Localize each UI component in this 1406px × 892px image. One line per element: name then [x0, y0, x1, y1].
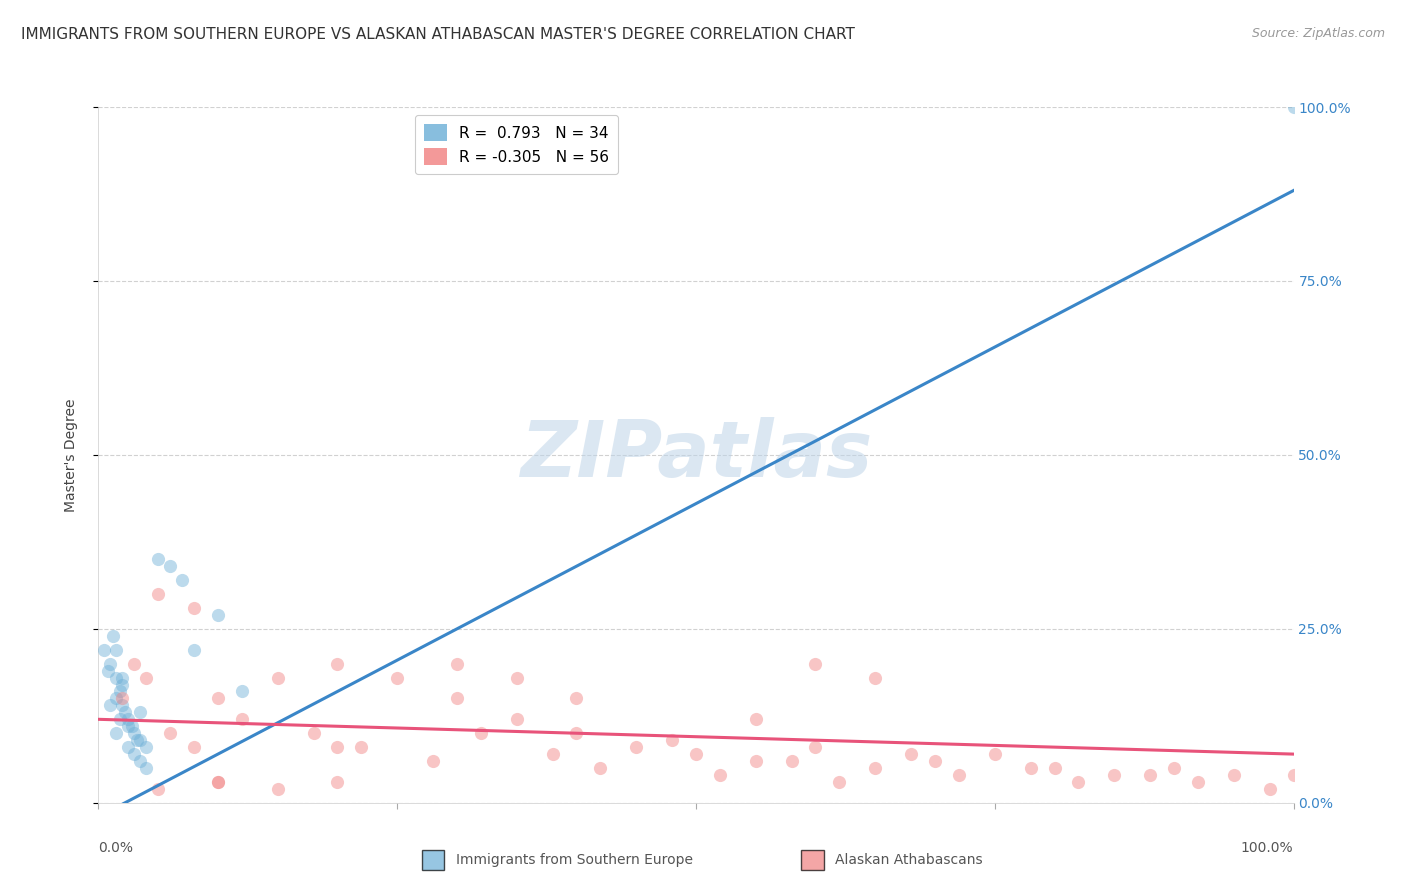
Point — [129, 733, 152, 747]
Point — [172, 573, 194, 587]
Point — [231, 712, 253, 726]
Point — [93, 642, 115, 657]
Point — [446, 691, 468, 706]
Point — [661, 733, 683, 747]
Point — [326, 657, 349, 671]
Point — [111, 671, 134, 685]
Point — [709, 768, 731, 782]
Point — [541, 747, 564, 761]
Point — [1019, 761, 1042, 775]
Point — [117, 712, 139, 726]
Point — [863, 671, 887, 685]
Point — [804, 740, 827, 755]
Point — [101, 629, 124, 643]
Text: Immigrants from Southern Europe: Immigrants from Southern Europe — [456, 853, 693, 867]
Point — [1187, 775, 1209, 789]
Point — [135, 740, 157, 755]
Point — [129, 754, 152, 768]
Point — [97, 664, 120, 678]
Point — [326, 775, 349, 789]
Point — [148, 552, 170, 566]
Point — [302, 726, 325, 740]
Point — [1102, 768, 1125, 782]
Point — [183, 740, 205, 755]
Point — [565, 691, 588, 706]
Point — [231, 684, 253, 698]
Point — [1067, 775, 1090, 789]
Point — [108, 712, 131, 726]
Point — [745, 712, 768, 726]
Point — [183, 601, 205, 615]
Point — [924, 754, 946, 768]
Point — [900, 747, 922, 761]
Point — [828, 775, 851, 789]
Point — [1258, 781, 1281, 796]
Point — [159, 559, 181, 574]
Point — [506, 712, 529, 726]
Point — [114, 706, 136, 720]
Point — [267, 781, 290, 796]
Point — [506, 671, 529, 685]
Point — [111, 691, 134, 706]
Text: Source: ZipAtlas.com: Source: ZipAtlas.com — [1251, 27, 1385, 40]
Point — [135, 671, 157, 685]
Point — [745, 754, 768, 768]
Point — [105, 691, 128, 706]
Text: IMMIGRANTS FROM SOUTHERN EUROPE VS ALASKAN ATHABASCAN MASTER'S DEGREE CORRELATIO: IMMIGRANTS FROM SOUTHERN EUROPE VS ALASK… — [21, 27, 855, 42]
Point — [98, 657, 122, 671]
Point — [207, 691, 229, 706]
Point — [207, 607, 229, 622]
Point — [105, 642, 128, 657]
Point — [565, 726, 588, 740]
Point — [183, 642, 205, 657]
Legend: R =  0.793   N = 34, R = -0.305   N = 56: R = 0.793 N = 34, R = -0.305 N = 56 — [415, 115, 619, 175]
Point — [207, 775, 229, 789]
Text: 100.0%: 100.0% — [1241, 841, 1294, 855]
Point — [117, 719, 139, 733]
Point — [124, 657, 146, 671]
Text: ZIPatlas: ZIPatlas — [520, 417, 872, 493]
Point — [121, 719, 143, 733]
Point — [105, 671, 128, 685]
Point — [422, 754, 444, 768]
Text: Alaskan Athabascans: Alaskan Athabascans — [835, 853, 983, 867]
Point — [98, 698, 122, 713]
Point — [350, 740, 373, 755]
Point — [1282, 768, 1305, 782]
Y-axis label: Master's Degree: Master's Degree — [63, 398, 77, 512]
Point — [111, 698, 134, 713]
Point — [470, 726, 492, 740]
Point — [385, 671, 409, 685]
Point — [125, 733, 148, 747]
Point — [1282, 100, 1305, 114]
Point — [105, 726, 128, 740]
Point — [124, 747, 146, 761]
Point — [159, 726, 181, 740]
Point — [135, 761, 157, 775]
Point — [267, 671, 290, 685]
Point — [124, 726, 146, 740]
Point — [589, 761, 612, 775]
Point — [148, 587, 170, 601]
Point — [780, 754, 803, 768]
Point — [1139, 768, 1161, 782]
Point — [685, 747, 707, 761]
Point — [984, 747, 1007, 761]
Point — [1222, 768, 1246, 782]
Point — [117, 740, 139, 755]
Point — [446, 657, 468, 671]
Point — [626, 740, 648, 755]
Point — [948, 768, 970, 782]
Text: 0.0%: 0.0% — [98, 841, 134, 855]
Point — [1043, 761, 1066, 775]
Point — [148, 781, 170, 796]
Point — [207, 775, 229, 789]
Point — [108, 684, 131, 698]
Point — [863, 761, 887, 775]
Point — [111, 677, 134, 691]
Point — [129, 706, 152, 720]
Point — [326, 740, 349, 755]
Point — [1163, 761, 1185, 775]
Point — [804, 657, 827, 671]
